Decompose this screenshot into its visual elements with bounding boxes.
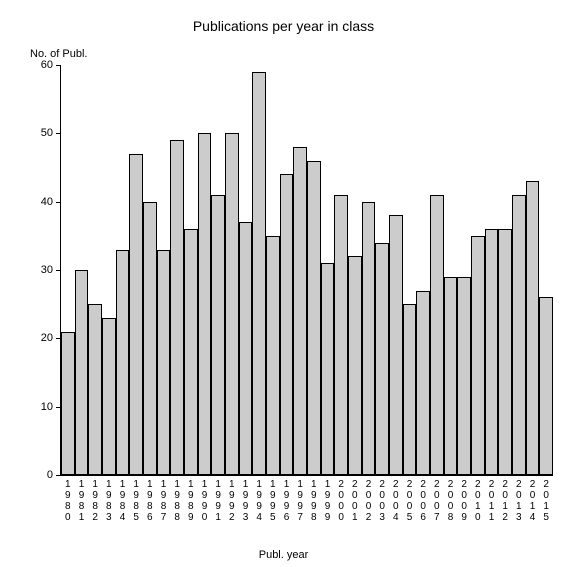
bar — [252, 72, 266, 475]
bar — [471, 236, 485, 475]
x-tick-label: 2011 — [485, 475, 499, 523]
bar — [129, 154, 143, 475]
x-tick-label: 1998 — [307, 475, 321, 523]
bar — [498, 229, 512, 475]
bar — [457, 277, 471, 475]
bar — [293, 147, 307, 475]
x-tick-label: 2006 — [416, 475, 430, 523]
x-tick-label: 1999 — [321, 475, 335, 523]
plot-area: 0102030405060198019811982198319841985198… — [60, 65, 553, 476]
x-tick-label: 1996 — [280, 475, 294, 523]
x-tick-label: 1992 — [225, 475, 239, 523]
bar — [389, 215, 403, 475]
chart-container: Publications per year in class No. of Pu… — [0, 0, 567, 567]
x-tick-label: 1983 — [102, 475, 116, 523]
bar — [225, 133, 239, 475]
bar — [102, 318, 116, 475]
bar — [266, 236, 280, 475]
bar — [280, 174, 294, 475]
x-tick-label: 1980 — [61, 475, 75, 523]
y-tick-mark — [56, 202, 61, 203]
x-tick-label: 1981 — [75, 475, 89, 523]
x-tick-label: 1984 — [116, 475, 130, 523]
bar — [334, 195, 348, 475]
bar — [362, 202, 376, 475]
x-tick-label: 1994 — [252, 475, 266, 523]
x-axis-label: Publ. year — [0, 549, 567, 561]
bar — [375, 243, 389, 475]
x-tick-label: 1995 — [266, 475, 280, 523]
bar — [444, 277, 458, 475]
x-tick-label: 1993 — [239, 475, 253, 523]
bar — [75, 270, 89, 475]
bar — [143, 202, 157, 475]
x-tick-label: 2005 — [403, 475, 417, 523]
y-tick-mark — [56, 133, 61, 134]
x-tick-label: 1985 — [129, 475, 143, 523]
bar — [239, 222, 253, 475]
bar — [116, 250, 130, 476]
y-tick-mark — [56, 270, 61, 271]
bar — [485, 229, 499, 475]
x-tick-label: 2014 — [526, 475, 540, 523]
bar — [321, 263, 335, 475]
bar — [526, 181, 540, 475]
bar — [198, 133, 212, 475]
bar — [539, 297, 553, 475]
x-tick-label: 2013 — [512, 475, 526, 523]
bar — [416, 291, 430, 476]
bar — [211, 195, 225, 475]
x-tick-label: 2003 — [375, 475, 389, 523]
x-tick-label: 1988 — [170, 475, 184, 523]
bar — [307, 161, 321, 475]
bar — [430, 195, 444, 475]
x-tick-label: 2000 — [334, 475, 348, 523]
x-tick-label: 2012 — [498, 475, 512, 523]
x-tick-label: 2009 — [457, 475, 471, 523]
x-tick-label: 2004 — [389, 475, 403, 523]
x-tick-label: 2001 — [348, 475, 362, 523]
bar — [61, 332, 75, 476]
x-tick-label: 2008 — [444, 475, 458, 523]
x-tick-label: 2015 — [539, 475, 553, 523]
x-tick-label: 1990 — [198, 475, 212, 523]
bar — [157, 250, 171, 476]
x-tick-label: 1987 — [157, 475, 171, 523]
y-tick-mark — [56, 65, 61, 66]
x-tick-label: 2002 — [362, 475, 376, 523]
x-tick-label: 1989 — [184, 475, 198, 523]
bar — [512, 195, 526, 475]
x-tick-label: 1982 — [88, 475, 102, 523]
bar — [88, 304, 102, 475]
bar — [184, 229, 198, 475]
bar — [403, 304, 417, 475]
bar — [348, 256, 362, 475]
x-tick-label: 1997 — [293, 475, 307, 523]
chart-title: Publications per year in class — [0, 18, 567, 34]
x-tick-label: 1991 — [211, 475, 225, 523]
x-tick-label: 2007 — [430, 475, 444, 523]
bar — [170, 140, 184, 475]
x-tick-label: 2010 — [471, 475, 485, 523]
x-tick-label: 1986 — [143, 475, 157, 523]
